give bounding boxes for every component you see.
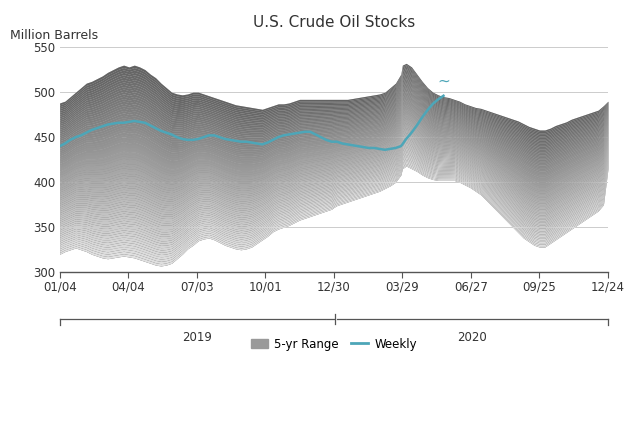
Text: ~: ~ xyxy=(437,74,450,89)
Text: 2019: 2019 xyxy=(182,331,212,344)
Title: U.S. Crude Oil Stocks: U.S. Crude Oil Stocks xyxy=(253,15,415,30)
Legend: 5-yr Range, Weekly: 5-yr Range, Weekly xyxy=(246,333,422,355)
Text: Million Barrels: Million Barrels xyxy=(10,29,99,42)
Text: 2020: 2020 xyxy=(458,331,487,344)
